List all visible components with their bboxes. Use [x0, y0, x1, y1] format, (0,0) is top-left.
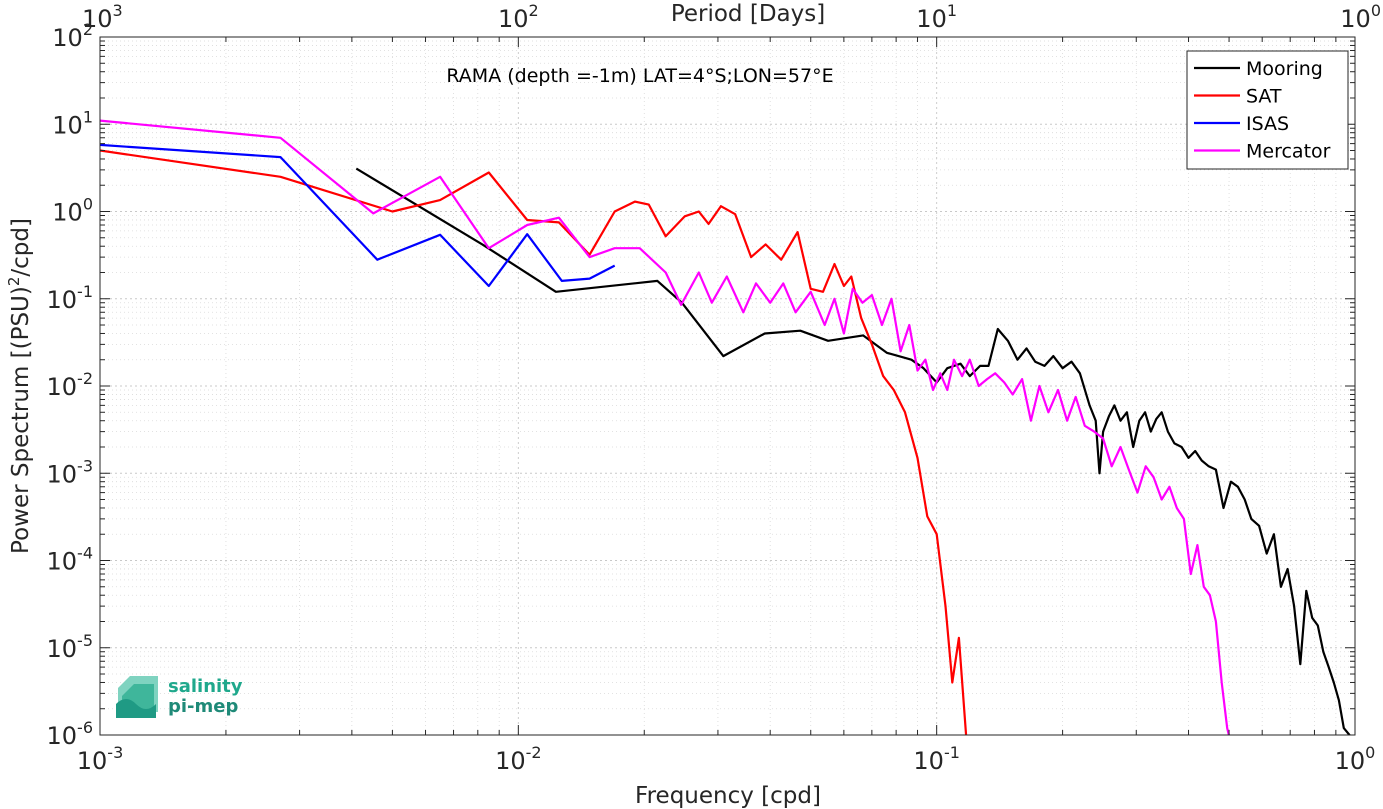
- y-tick-exp: -2: [77, 369, 93, 388]
- y-tick-label: 101: [52, 107, 93, 139]
- x-tick-base: 10: [1335, 747, 1366, 775]
- legend-label-isas: ISAS: [1246, 113, 1289, 135]
- y-tick-base: 10: [47, 373, 78, 401]
- x-tick-labels: 10-3 10-2 10-1 100: [77, 743, 1376, 775]
- y-tick-base: 10: [47, 722, 78, 750]
- top-axis-title: Period [Days]: [671, 1, 825, 27]
- x-tick-base: 10: [77, 747, 108, 775]
- y-tick-label: 10-5: [47, 631, 94, 663]
- y-tick-exp: 0: [83, 195, 93, 214]
- legend-label-sat: SAT: [1246, 86, 1282, 108]
- y-tick-label: 10-6: [47, 718, 94, 750]
- x-tick-label: 10-1: [913, 743, 960, 775]
- series-line-isas: [100, 143, 616, 288]
- series-line-mooring: [355, 167, 1351, 735]
- logo-line1: salinity: [168, 676, 243, 697]
- top-tick-exp: 1: [947, 1, 957, 20]
- legend: Mooring SAT ISAS Mercator: [1186, 50, 1349, 170]
- y-tick-exp: -1: [77, 282, 93, 301]
- salinity-pi-mep-logo: salinity pi-mep: [116, 676, 243, 718]
- y-axis-title-main: Power Spectrum [(PSU): [8, 286, 34, 554]
- y-tick-exp: -4: [77, 544, 93, 563]
- y-axis-title-tail: /cpd]: [8, 218, 34, 277]
- x-tick-label: 100: [1335, 743, 1376, 775]
- chart-title: RAMA (depth =-1m) LAT=4°S;LON=57°E: [446, 65, 833, 87]
- y-tick-base: 10: [47, 635, 78, 663]
- y-tick-label: 102: [52, 20, 93, 52]
- top-tick-exp: 2: [529, 1, 539, 20]
- logo-line2: pi-mep: [168, 696, 238, 717]
- x-tick-exp: -1: [944, 743, 960, 762]
- legend-label-mercator: Mercator: [1246, 141, 1331, 163]
- top-tick-labels: 103 102 101 100: [82, 1, 1381, 33]
- y-tick-label: 10-2: [47, 369, 94, 401]
- y-tick-base: 10: [52, 199, 83, 227]
- y-axis-title: Power Spectrum [(PSU)2/cpd]: [5, 218, 34, 554]
- y-tick-exp: 2: [83, 20, 93, 39]
- tick-marks: [99, 36, 1356, 736]
- top-tick-label: 102: [498, 1, 539, 33]
- y-tick-exp: 1: [83, 107, 93, 126]
- top-tick-base: 10: [916, 5, 947, 33]
- legend-label-mooring: Mooring: [1246, 58, 1323, 80]
- y-axis-title-sup: 2: [5, 277, 23, 287]
- legend-box: [1186, 50, 1349, 170]
- top-tick-exp: 0: [1371, 1, 1381, 20]
- y-tick-exp: -5: [77, 631, 93, 650]
- series-line-sat: [100, 149, 968, 735]
- series-layer: [100, 119, 1351, 735]
- top-tick-label: 100: [1340, 1, 1381, 33]
- x-tick-exp: -2: [526, 743, 542, 762]
- x-tick-exp: 0: [1365, 743, 1375, 762]
- y-tick-label: 10-3: [47, 456, 94, 488]
- y-tick-label: 10-1: [47, 282, 94, 314]
- x-tick-exp: -3: [107, 743, 123, 762]
- y-tick-base: 10: [47, 548, 78, 576]
- y-tick-exp: -3: [77, 456, 93, 475]
- x-tick-label: 10-2: [495, 743, 542, 775]
- y-tick-base: 10: [47, 286, 78, 314]
- top-tick-exp: 3: [113, 1, 123, 20]
- y-tick-label: 100: [52, 195, 93, 227]
- top-tick-base: 10: [498, 5, 529, 33]
- top-tick-label: 101: [916, 1, 957, 33]
- y-tick-base: 10: [47, 460, 78, 488]
- series-line-mercator: [100, 119, 1230, 735]
- top-tick-label: 103: [82, 1, 123, 33]
- logo-wave-front-icon: [116, 699, 156, 718]
- y-tick-base: 10: [52, 24, 83, 52]
- y-tick-exp: -6: [77, 718, 93, 737]
- top-tick-base: 10: [82, 5, 113, 33]
- x-tick-label: 10-3: [77, 743, 124, 775]
- y-tick-base: 10: [52, 111, 83, 139]
- top-tick-base: 10: [1340, 5, 1371, 33]
- x-axis-title: Frequency [cpd]: [635, 783, 821, 809]
- x-tick-base: 10: [495, 747, 526, 775]
- y-tick-label: 10-4: [47, 544, 94, 576]
- x-tick-base: 10: [913, 747, 944, 775]
